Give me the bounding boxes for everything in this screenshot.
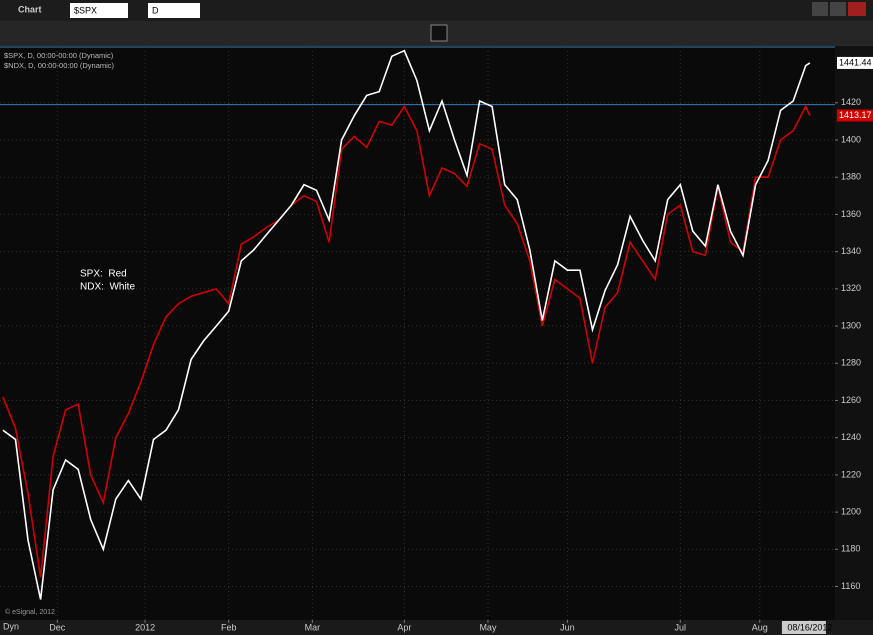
y-tick-label: 1220	[841, 469, 861, 479]
date-marker	[781, 621, 826, 634]
y-tick-label: 1240	[841, 432, 861, 442]
x-tick-label: Mar	[305, 622, 321, 632]
series-line	[2, 104, 811, 578]
x-tick-label: 08/16/2012	[787, 622, 832, 632]
last-value-label: 1413.17	[839, 110, 872, 120]
toolbar-button[interactable]	[430, 24, 448, 42]
x-tick-label: 2012	[135, 622, 155, 632]
last-value-label: 1441.44	[839, 57, 872, 67]
x-tick-label: Feb	[221, 622, 237, 632]
annotation: NDX: White	[80, 282, 135, 293]
price-axis	[835, 46, 873, 620]
y-tick-label: 1200	[841, 506, 861, 516]
x-tick-label: Aug	[752, 622, 768, 632]
minimize-button[interactable]	[812, 2, 828, 16]
y-tick-label: 1260	[841, 395, 861, 405]
last-value-box	[837, 109, 873, 122]
y-tick-label: 1380	[841, 172, 861, 182]
x-tick-label: Apr	[397, 622, 411, 632]
series-line	[2, 49, 811, 600]
window-title: Chart	[18, 4, 42, 14]
maximize-button[interactable]	[830, 2, 846, 16]
time-axis	[0, 620, 873, 635]
x-tick-label: May	[479, 622, 497, 632]
copyright: © eSignal, 2012	[5, 608, 55, 616]
symbol-input[interactable]	[70, 3, 128, 18]
y-tick-label: 1360	[841, 209, 861, 219]
interval-text: D	[152, 5, 159, 15]
y-tick-label: 1180	[841, 544, 860, 554]
last-value-box	[837, 56, 873, 69]
y-tick-label: 1320	[841, 283, 861, 293]
close-button[interactable]	[848, 2, 866, 16]
y-tick-label: 1420	[841, 97, 861, 107]
y-tick-label: 1160	[841, 581, 860, 591]
legend-entry: $NDX, D, 00:00-00:00 (Dynamic)	[4, 61, 115, 70]
plot	[2, 49, 811, 600]
y-tick-label: 1400	[841, 134, 861, 144]
y-tick-label: 1300	[841, 320, 861, 330]
y-tick-label: 1280	[841, 358, 861, 368]
x-tick-label: Jul	[675, 622, 687, 632]
title-bar	[0, 0, 873, 21]
mode-label[interactable]: Dyn	[3, 621, 19, 631]
y-tick-label: 1340	[841, 246, 861, 256]
x-tick-label: Dec	[49, 622, 66, 632]
legend-entry: $SPX, D, 00:00-00:00 (Dynamic)	[4, 51, 114, 60]
interval-input[interactable]	[148, 3, 200, 18]
grid	[0, 47, 835, 620]
plot-area	[0, 46, 835, 620]
x-tick-label: Jun	[560, 622, 575, 632]
annotation: SPX: Red	[80, 269, 127, 280]
symbol-text: $SPX	[74, 5, 97, 15]
